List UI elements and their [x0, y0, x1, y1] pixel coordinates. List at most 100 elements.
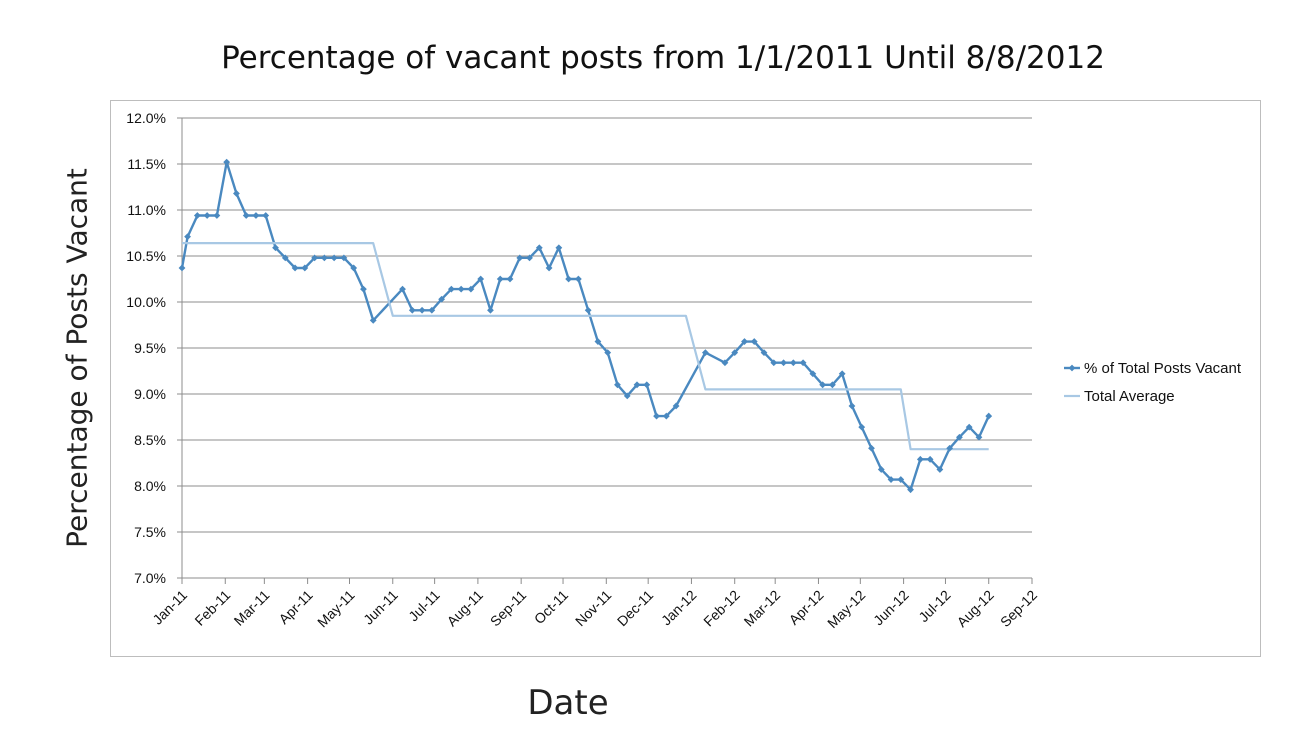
- data-point: [868, 444, 875, 452]
- data-point: [672, 402, 680, 410]
- data-point: [770, 359, 778, 367]
- data-point: [330, 254, 338, 262]
- x-tick-label: Nov-11: [572, 587, 615, 630]
- data-point: [301, 264, 309, 272]
- x-tick-label: Aug-12: [954, 587, 997, 630]
- x-tick-label: Feb-11: [191, 587, 233, 629]
- data-point: [848, 402, 856, 410]
- chart-frame: [110, 100, 1261, 657]
- y-tick-label: 11.5%: [127, 156, 166, 172]
- data-point: [545, 264, 553, 272]
- data-point: [721, 359, 729, 367]
- y-tick-label: 8.5%: [134, 432, 166, 448]
- data-point: [408, 306, 416, 314]
- data-point: [594, 338, 602, 345]
- data-point: [320, 254, 328, 262]
- data-point: [701, 349, 709, 356]
- x-tick-label: Jun-12: [870, 587, 912, 629]
- data-point: [897, 476, 905, 483]
- data-point: [233, 190, 240, 197]
- x-tick-label: Sep-11: [487, 587, 530, 630]
- x-tick-label: Feb-12: [700, 587, 743, 630]
- data-point: [281, 254, 289, 262]
- data-point: [789, 359, 797, 367]
- data-point: [203, 212, 211, 219]
- data-point: [809, 370, 817, 378]
- data-point: [447, 285, 455, 293]
- x-tick-label: Mar-11: [231, 587, 273, 629]
- y-tick-label: 12.0%: [126, 110, 166, 126]
- data-point: [252, 212, 260, 219]
- chart-title: Percentage of vacant posts from 1/1/2011…: [221, 40, 1105, 76]
- y-tick-label: 9.5%: [134, 340, 166, 356]
- series-line-average: [182, 242, 989, 451]
- data-point: [242, 212, 250, 219]
- data-point: [926, 455, 934, 463]
- data-point: [496, 275, 504, 283]
- data-point: [780, 359, 787, 367]
- x-tick-label: Aug-11: [444, 587, 487, 630]
- data-point: [662, 412, 670, 420]
- data-point: [887, 476, 895, 483]
- data-point: [653, 412, 660, 420]
- data-point: [760, 349, 768, 356]
- data-point: [741, 338, 748, 345]
- series-line-vacant: [180, 161, 990, 491]
- x-tick-label: Apr-11: [275, 587, 315, 627]
- x-tick-label: Jan-11: [149, 587, 190, 628]
- data-point: [750, 338, 758, 345]
- x-tick-label: Apr-12: [786, 587, 827, 628]
- data-point: [965, 423, 973, 431]
- data-point: [516, 254, 524, 262]
- x-tick-label: Mar-12: [741, 587, 784, 630]
- data-point: [838, 370, 846, 378]
- data-point: [272, 244, 279, 252]
- x-axis-title: Date: [527, 683, 609, 723]
- data-point: [535, 244, 543, 252]
- data-point: [350, 264, 358, 272]
- data-point: [262, 212, 270, 219]
- x-tick-label: May-11: [314, 587, 358, 631]
- legend-marker-vacant: [1068, 364, 1076, 372]
- legend-label-average: Total Average: [1084, 388, 1175, 405]
- data-point: [858, 423, 866, 431]
- data-point: [946, 444, 954, 452]
- data-point: [457, 285, 465, 293]
- data-point: [340, 254, 348, 262]
- y-tick-label: 7.0%: [134, 570, 166, 586]
- data-point: [360, 285, 367, 293]
- data-point: [574, 275, 582, 283]
- data-point: [223, 158, 231, 166]
- data-point: [369, 317, 377, 324]
- data-point: [643, 381, 651, 389]
- data-point: [193, 212, 201, 219]
- y-tick-label: 11.0%: [127, 202, 166, 218]
- data-point: [184, 233, 191, 241]
- data-point: [526, 254, 533, 262]
- data-point: [985, 412, 993, 420]
- x-tick-label: Sep-12: [997, 587, 1040, 630]
- data-point: [819, 381, 827, 389]
- data-point: [731, 349, 739, 356]
- y-tick-label: 7.5%: [134, 524, 166, 540]
- x-tick-label: Dec-11: [614, 587, 657, 630]
- x-tick-label: Jul-12: [915, 587, 953, 625]
- data-point: [975, 433, 983, 441]
- y-tick-label: 9.0%: [134, 386, 166, 402]
- data-point: [877, 466, 885, 473]
- x-tick-label: May-12: [824, 587, 868, 631]
- data-point: [506, 275, 514, 283]
- y-tick-label: 10.5%: [126, 248, 166, 264]
- data-point: [623, 392, 631, 400]
- data-point: [291, 264, 299, 272]
- data-point: [936, 466, 944, 473]
- data-point: [487, 306, 494, 314]
- data-point: [428, 306, 436, 314]
- data-point: [399, 285, 406, 293]
- x-tick-label: Jun-11: [360, 587, 401, 628]
- x-tick-label: Jul-11: [405, 587, 443, 625]
- x-tick-label: Oct-11: [531, 587, 571, 627]
- data-point: [633, 381, 641, 389]
- data-point: [555, 244, 563, 252]
